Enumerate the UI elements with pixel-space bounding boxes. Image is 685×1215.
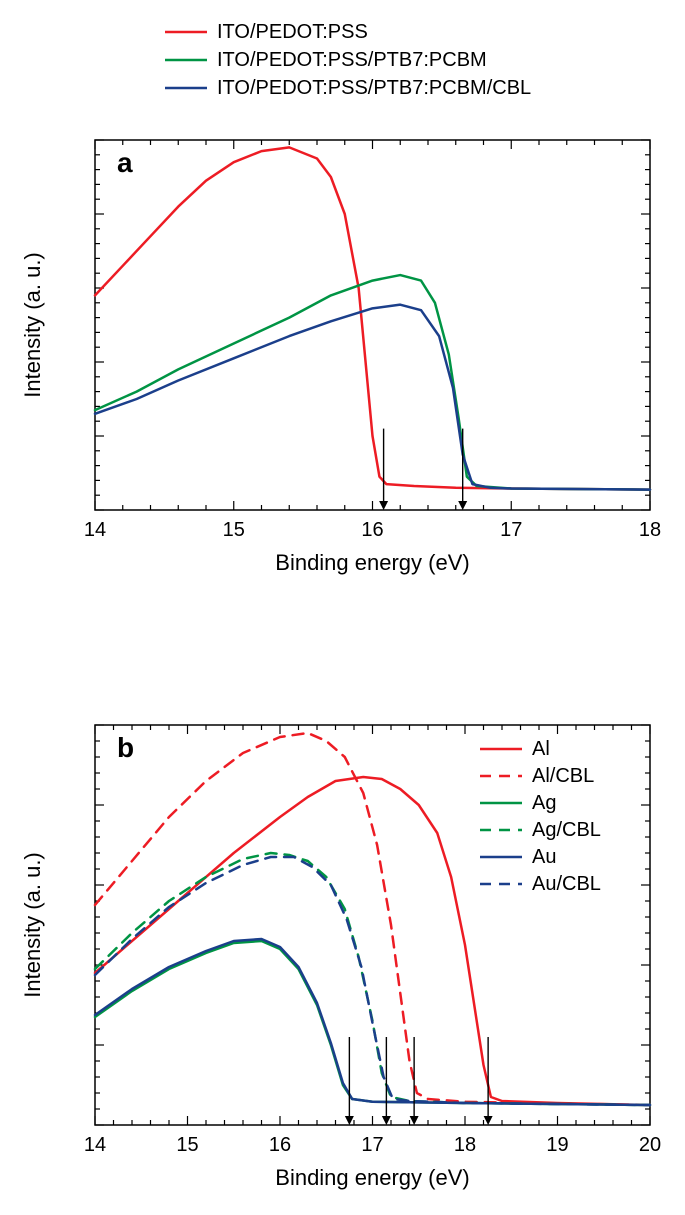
svg-text:ITO/PEDOT:PSS: ITO/PEDOT:PSS <box>217 21 368 43</box>
svg-text:a: a <box>117 147 133 178</box>
svg-text:ITO/PEDOT:PSS/PTB7:PCBM: ITO/PEDOT:PSS/PTB7:PCBM <box>217 49 487 71</box>
svg-text:ITO/PEDOT:PSS/PTB7:PCBM/CBL: ITO/PEDOT:PSS/PTB7:PCBM/CBL <box>217 77 531 99</box>
svg-text:15: 15 <box>223 519 245 541</box>
svg-text:Binding energy (eV): Binding energy (eV) <box>275 1165 469 1190</box>
svg-text:b: b <box>117 732 134 763</box>
svg-text:18: 18 <box>454 1134 476 1156</box>
svg-text:Au: Au <box>532 846 556 868</box>
svg-text:Intensity (a. u.): Intensity (a. u.) <box>20 252 45 398</box>
svg-text:17: 17 <box>361 1134 383 1156</box>
panel-b: 14 15 16 17 18 19 20 Binding energy (eV) Intensi… <box>0 690 685 1215</box>
svg-text:Intensity (a. u.): Intensity (a. u.) <box>20 852 45 998</box>
svg-text:15: 15 <box>176 1134 198 1156</box>
svg-text:18: 18 <box>639 519 661 541</box>
svg-text:Binding energy (eV): Binding energy (eV) <box>275 550 469 575</box>
svg-text:14: 14 <box>84 1134 106 1156</box>
figure-container: 14 15 16 17 18 Binding energy (eV) Intensity (… <box>0 0 685 1215</box>
svg-text:Al/CBL: Al/CBL <box>532 765 594 787</box>
svg-text:20: 20 <box>639 1134 661 1156</box>
svg-text:Ag: Ag <box>532 792 556 814</box>
svg-text:16: 16 <box>361 519 383 541</box>
svg-text:Au/CBL: Au/CBL <box>532 873 601 895</box>
panel-a: 14 15 16 17 18 Binding energy (eV) Intensity (… <box>0 10 685 600</box>
svg-text:Al: Al <box>532 738 550 760</box>
svg-text:14: 14 <box>84 519 106 541</box>
svg-text:19: 19 <box>546 1134 568 1156</box>
svg-text:Ag/CBL: Ag/CBL <box>532 819 601 841</box>
svg-text:16: 16 <box>269 1134 291 1156</box>
svg-text:17: 17 <box>500 519 522 541</box>
